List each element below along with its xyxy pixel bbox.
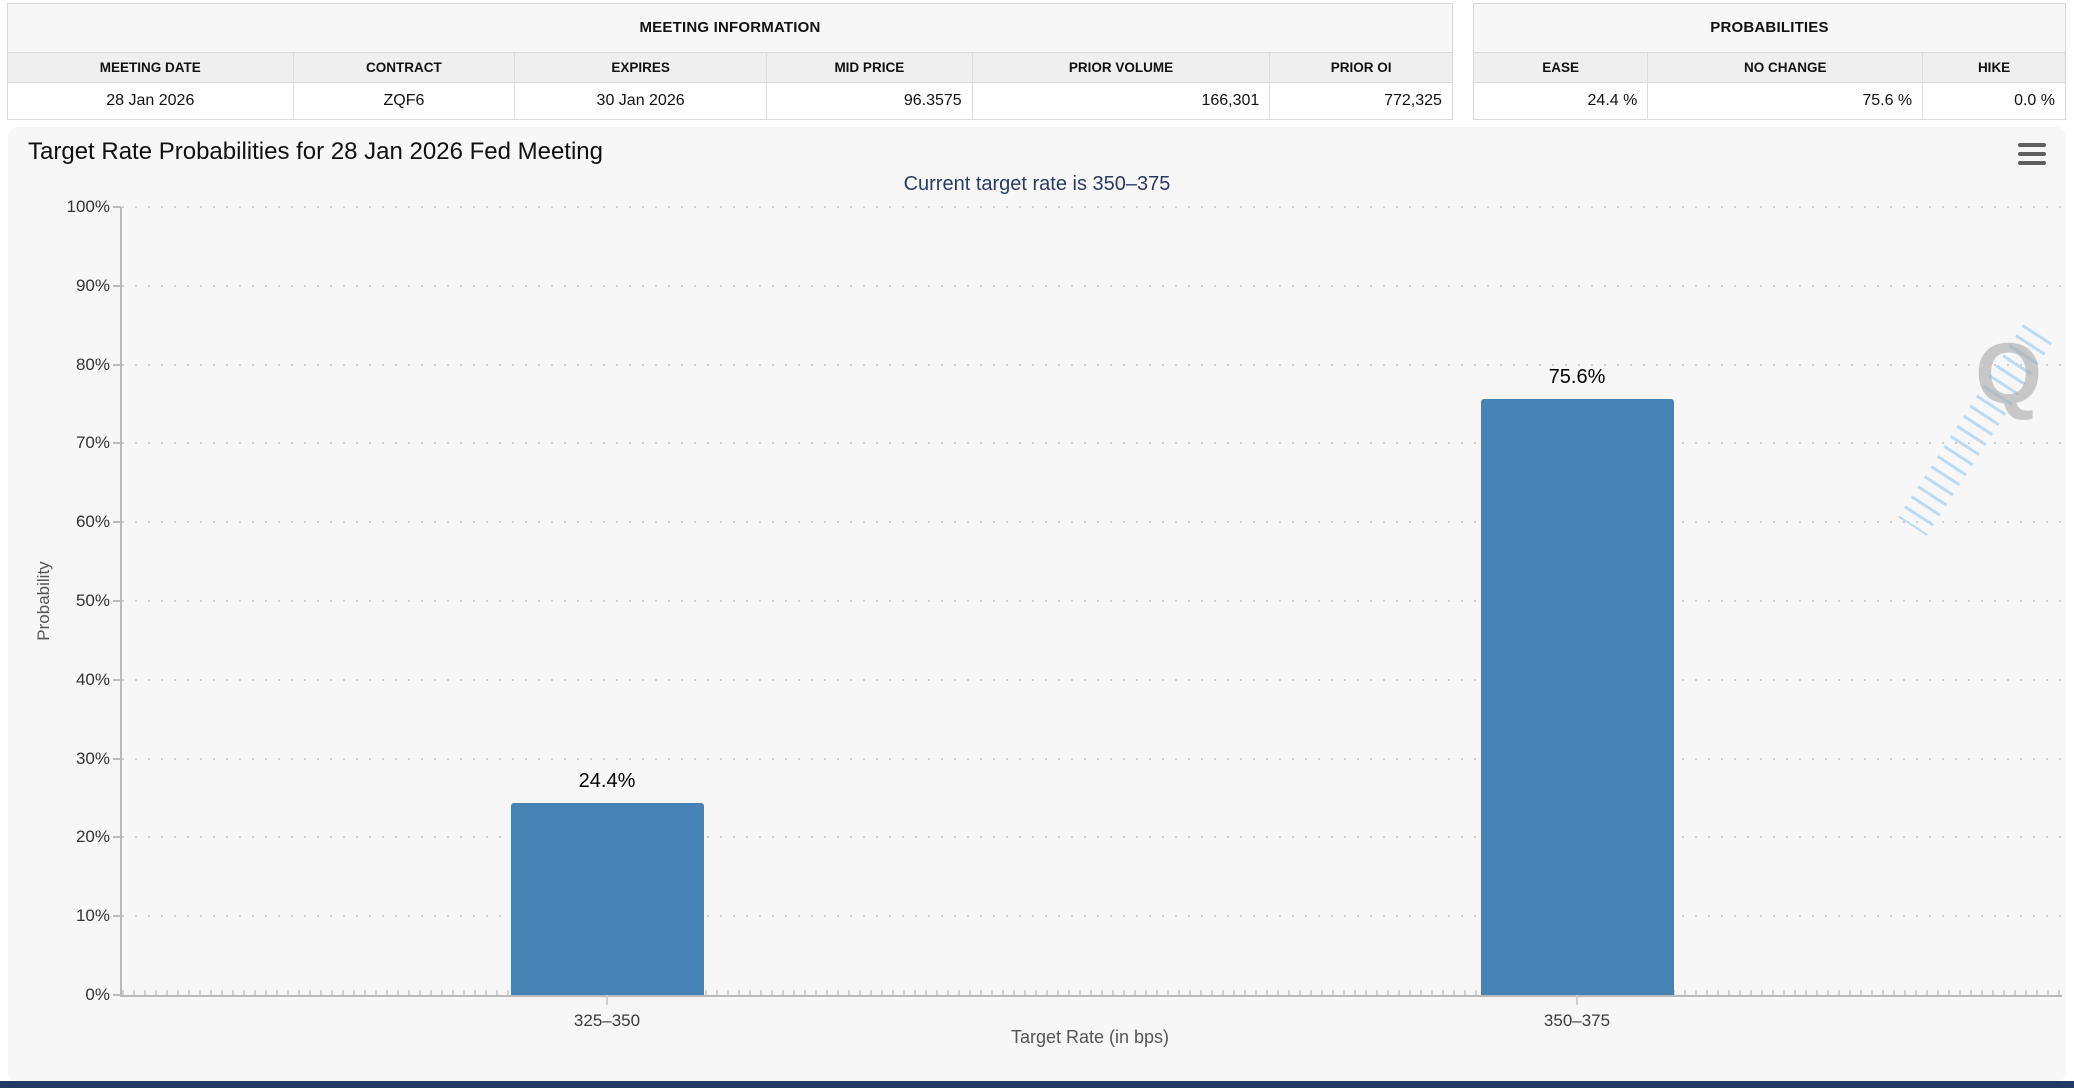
hamburger-icon (2018, 161, 2046, 165)
gridline-40 (122, 678, 2062, 681)
mi-val-166-301: 166,301 (972, 83, 1271, 119)
gridline-80 (122, 363, 2062, 366)
y-tick-mark (113, 284, 121, 287)
y-tick-mark (113, 521, 121, 524)
meeting-information-header-row: MEETING DATE CONTRACT EXPIRES MID PRICE PRIO… (8, 53, 1452, 83)
gridline-60 (122, 521, 2062, 524)
pr-val-0-0-: 0.0 % (1923, 83, 2065, 119)
x-axis-minor-ticks (122, 990, 2062, 995)
mi-col-meeting-date: MEETING DATE (8, 53, 294, 82)
hamburger-icon (2018, 143, 2046, 147)
pr-val-24-4-: 24.4 % (1474, 83, 1649, 119)
bar-325-350[interactable] (510, 802, 704, 995)
gridline-20 (122, 836, 2062, 839)
y-tick-label-30: 30% (75, 748, 110, 768)
watermark-q-icon: Q (1975, 326, 2042, 422)
y-tick-label-0: 0% (85, 985, 110, 1004)
meeting-information-table: MEETING INFORMATION MEETING DATE CONTRACT… (7, 3, 1453, 120)
x-category-label: 350–375 (1543, 1011, 1611, 1030)
bar-value-label: 24.4% (578, 769, 636, 792)
x-tick-mark (606, 995, 608, 1005)
mi-col-expires: EXPIRES (515, 53, 767, 82)
gridline-90 (122, 284, 2062, 287)
x-tick-mark (1576, 995, 1578, 1005)
y-tick-label-100: 100% (66, 197, 110, 216)
y-tick-mark (113, 442, 121, 445)
y-tick-label-70: 70% (75, 433, 110, 453)
probabilities-header-row: EASE NO CHANGE HIKE (1474, 53, 2065, 83)
gridline-10 (122, 915, 2062, 918)
y-axis-title: Probability (34, 561, 53, 641)
mi-col-prior-oi: PRIOR OI (1330, 60, 1392, 75)
mi-val-zqf6: ZQF6 (293, 83, 516, 119)
y-tick-label-40: 40% (75, 669, 110, 689)
mi-val-28-jan-2026: 28 Jan 2026 (8, 83, 294, 119)
y-tick-mark (113, 600, 121, 602)
y-tick-label-80: 80% (75, 354, 110, 374)
probabilities-value-row: 24.4 % 75.6 % 0.0 % (1474, 83, 2065, 119)
y-tick-mark (113, 757, 121, 760)
chart-context-menu-button[interactable] (2018, 143, 2046, 165)
x-category-label: 325–350 (573, 1011, 641, 1030)
summary-tables: MEETING INFORMATION MEETING DATE CONTRACT… (7, 3, 2066, 120)
y-tick-mark (113, 363, 121, 366)
pr-col-hike: HIKE (1977, 60, 2011, 75)
bar-value-label: 75.6% (1548, 366, 1606, 389)
gridline-100 (122, 206, 2062, 208)
probabilities-table: PROBABILITIES EASE NO CHANGE HIKE 24.4 % 75… (1473, 3, 2066, 120)
y-tick-mark (113, 994, 121, 996)
chart-subtitle: Current target rate is 350–375 (903, 173, 1171, 195)
meeting-information-title: MEETING INFORMATION (8, 4, 1452, 53)
mi-val-96-3575: 96.3575 (766, 83, 973, 119)
quikstrike-watermark: Q (1898, 295, 2052, 555)
pr-col-ease: EASE (1474, 53, 1649, 82)
y-tick-label-50: 50% (75, 591, 110, 610)
y-tick-mark (113, 678, 121, 681)
chart-title: Target Rate Probabilities for 28 Jan 202… (28, 138, 604, 165)
meeting-information-value-row: 28 Jan 2026 ZQF6 30 Jan 2026 96.3575 166,301… (8, 83, 1452, 119)
mi-col-contract: CONTRACT (294, 53, 516, 82)
bottom-bar (0, 1081, 2074, 1088)
mi-col-mid-price: MID PRICE (767, 53, 973, 82)
gridline-70 (122, 442, 2062, 445)
y-tick-label-10: 10% (75, 906, 110, 926)
bar-350-375[interactable] (1480, 399, 1674, 995)
probabilities-title: PROBABILITIES (1474, 4, 2065, 53)
gridline-30 (122, 757, 2062, 760)
y-tick-mark (113, 915, 121, 918)
y-tick-mark (113, 836, 121, 839)
pr-col-no-change: NO CHANGE (1648, 53, 1924, 82)
hamburger-icon (2018, 152, 2046, 156)
mi-val-772-325: 772,325 (1270, 83, 1452, 119)
y-tick-label-20: 20% (75, 827, 110, 847)
y-tick-mark (113, 206, 121, 208)
gridline-50 (122, 600, 2062, 602)
y-tick-label-90: 90% (75, 275, 110, 295)
chart-panel: Target Rate Probabilities for 28 Jan 202… (8, 127, 2066, 1082)
x-axis-title: Target Rate (in bps) (1010, 1027, 1170, 1047)
pr-val-75-6-: 75.6 % (1648, 83, 1924, 119)
mi-col-prior-volume: PRIOR VOLUME (973, 53, 1271, 82)
watermark-stripes-icon (1898, 324, 2052, 536)
y-tick-label-60: 60% (75, 512, 110, 532)
plot-area: Q 0% 10% 20% 30% 40% 50% 60% 70% 80% 90% 100% 24.4%… (67, 197, 2062, 1030)
mi-val-30-jan-2026: 30 Jan 2026 (515, 83, 767, 119)
